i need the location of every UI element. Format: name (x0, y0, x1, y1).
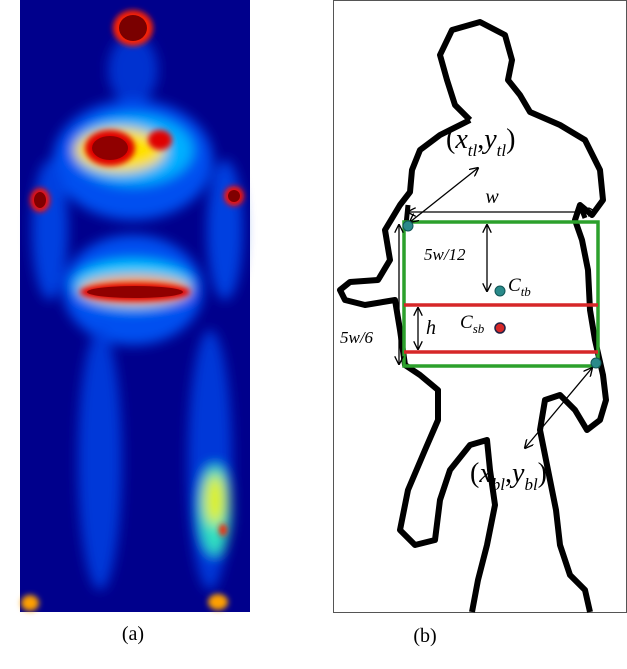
page: (a) (xtl,ytl) (xbl,ybl) w 5w/12 5w/6 h C… (0, 0, 627, 669)
point-c-sb (495, 323, 505, 333)
caption-a: (a) (122, 623, 144, 645)
label-w: w (485, 186, 499, 208)
point-c-tb (495, 286, 505, 296)
point-top-left (403, 221, 413, 231)
label-h: h (426, 317, 436, 339)
label-height-total: 5w/6 (340, 328, 374, 347)
label-offset: 5w/12 (424, 245, 466, 264)
figure: (a) (xtl,ytl) (xbl,ybl) w 5w/12 5w/6 h C… (0, 0, 627, 669)
caption-b: (b) (413, 625, 436, 647)
point-bottom-left (591, 358, 601, 368)
heatmap (20, 0, 250, 612)
